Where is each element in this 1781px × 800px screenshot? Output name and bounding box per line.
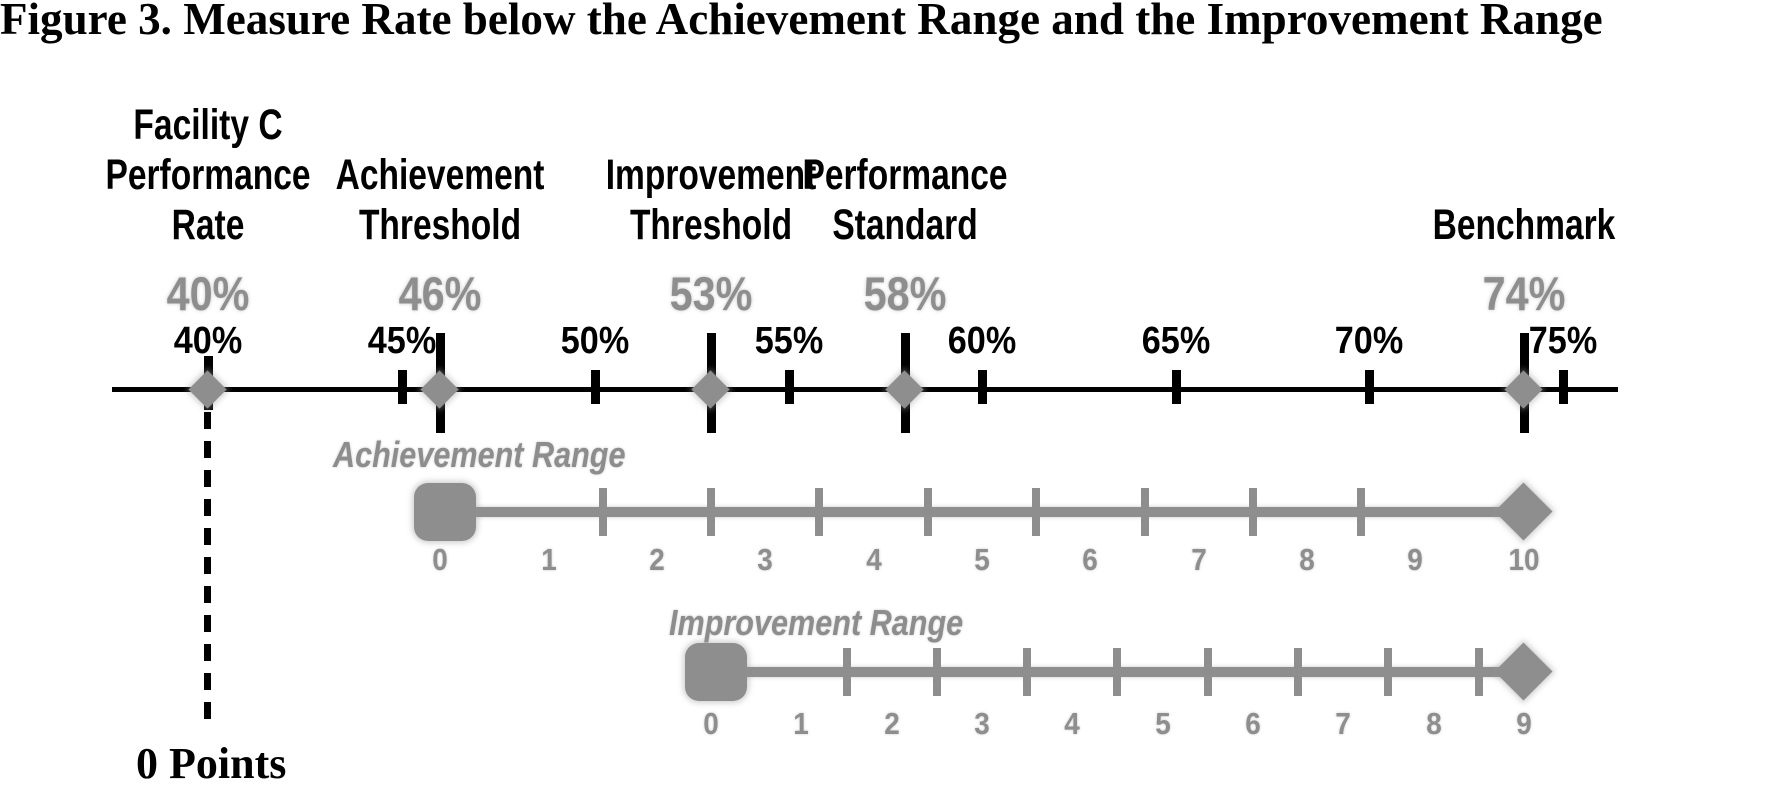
improvement-range-tick <box>1023 648 1032 696</box>
marker-label-line: Standard <box>831 201 978 249</box>
benchmark-label: Benchmark <box>1368 200 1680 250</box>
facility-c-performance-rate-label: Facility C Performance Rate <box>52 100 364 250</box>
improvement-range-point-label: 0 <box>703 706 719 741</box>
axis-tick-label-65: 65% <box>1141 320 1210 362</box>
marker-label-line: Facility C <box>133 101 283 149</box>
axis-tick-75 <box>1558 370 1568 404</box>
axis-tick-label-55: 55% <box>754 320 823 362</box>
marker-label-line: Improvement <box>605 151 817 199</box>
achievement-range-point-label: 8 <box>1299 542 1315 577</box>
marker-label-line: Rate <box>171 201 245 249</box>
axis-tick-label-50: 50% <box>560 320 630 362</box>
marker-label-line: Achievement <box>335 151 545 199</box>
achievement-range-tick <box>707 488 716 536</box>
zero-points-drop-line <box>204 412 211 722</box>
improvement-range-tick <box>1384 648 1393 696</box>
benchmark-diamond <box>1504 370 1543 409</box>
improvement-range-start-marker <box>685 643 748 701</box>
axis-tick-label-70: 70% <box>1334 320 1404 362</box>
achievement-range-point-label: 4 <box>865 542 882 577</box>
marker-label-line: Threshold <box>359 201 522 249</box>
performance-standard-label: Performance Standard <box>749 150 1061 250</box>
measure-rate-axis <box>112 387 1618 392</box>
improvement-range-tick <box>1474 648 1483 696</box>
achievement-range-tick <box>1357 488 1366 536</box>
axis-tick-label-75: 75% <box>1528 320 1597 362</box>
axis-tick-55 <box>784 370 794 404</box>
axis-tick-70 <box>1365 370 1374 404</box>
axis-tick-45 <box>397 370 407 404</box>
achievement-range-tick <box>923 488 932 536</box>
achievement-range-point-label: 9 <box>1407 542 1424 577</box>
improvement-range-point-label: 7 <box>1335 706 1351 741</box>
marker-label-line: Benchmark <box>1432 201 1616 249</box>
achievement-range-point-label: 6 <box>1082 542 1099 577</box>
achievement-range-point-label: 7 <box>1190 542 1207 577</box>
improvement-range-end-marker <box>1494 642 1553 701</box>
axis-tick-label-40: 40% <box>173 320 243 362</box>
improvement-range-point-label: 3 <box>974 706 990 741</box>
benchmark-value: 74% <box>1482 267 1566 320</box>
improvement-range-point-label: 9 <box>1516 706 1532 741</box>
improvement-range-point-label: 8 <box>1425 706 1442 741</box>
zero-points-label: 0 Points <box>136 739 287 788</box>
performance-standard-diamond <box>885 370 924 409</box>
axis-tick-65 <box>1171 370 1181 404</box>
achievement-range-tick <box>1140 488 1149 536</box>
axis-tick-50 <box>591 370 600 404</box>
achievement-range-bar <box>440 507 1524 517</box>
axis-tick-60 <box>978 370 987 404</box>
marker-label-line: Performance <box>105 151 311 199</box>
improvement-range-label: Improvement Range <box>669 602 964 643</box>
improvement-range-tick <box>1294 648 1303 696</box>
improvement-range-point-label: 1 <box>793 706 810 741</box>
achievement-range-label: Achievement Range <box>333 434 626 475</box>
improvement-range-tick <box>842 648 851 696</box>
improvement-threshold-diamond <box>691 370 730 409</box>
improvement-range-tick <box>932 648 941 696</box>
achievement-range-point-label: 10 <box>1508 542 1540 577</box>
achievement-range-tick <box>815 488 824 536</box>
achievement-range-tick <box>598 488 607 536</box>
achievement-range-point-label: 5 <box>974 542 990 577</box>
achievement-range-end-marker <box>1494 482 1553 541</box>
improvement-range-tick <box>1203 648 1212 696</box>
axis-tick-label-60: 60% <box>947 320 1017 362</box>
achievement-threshold-value: 46% <box>398 267 482 320</box>
marker-label-line: Threshold <box>630 201 793 249</box>
improvement-range-point-label: 4 <box>1064 706 1081 741</box>
achievement-range-point-label: 2 <box>649 542 665 577</box>
achievement-range-point-label: 1 <box>540 542 557 577</box>
performance-standard-value: 58% <box>863 267 946 320</box>
improvement-threshold-label: Improvement Threshold <box>555 150 867 250</box>
achievement-threshold-label: Achievement Threshold <box>284 150 596 250</box>
figure-title: Figure 3. Measure Rate below the Achieve… <box>0 0 1603 44</box>
achievement-range-start-marker <box>414 483 477 541</box>
achievement-threshold-diamond <box>420 370 459 409</box>
facility-c-performance-rate-value: 40% <box>166 267 250 320</box>
improvement-range-tick <box>1113 648 1122 696</box>
improvement-range-point-label: 2 <box>883 706 900 741</box>
achievement-range-point-label: 3 <box>757 542 774 577</box>
improvement-range-point-label: 6 <box>1245 706 1261 741</box>
marker-label-line: Performance <box>802 151 1008 199</box>
axis-tick-label-45: 45% <box>367 320 436 362</box>
achievement-range-tick <box>1032 488 1041 536</box>
achievement-range-point-label: 0 <box>432 542 448 577</box>
achievement-range-tick <box>1248 488 1257 536</box>
improvement-threshold-value: 53% <box>669 267 753 320</box>
facility-c-performance-rate-diamond <box>188 370 227 409</box>
improvement-range-point-label: 5 <box>1154 706 1171 741</box>
